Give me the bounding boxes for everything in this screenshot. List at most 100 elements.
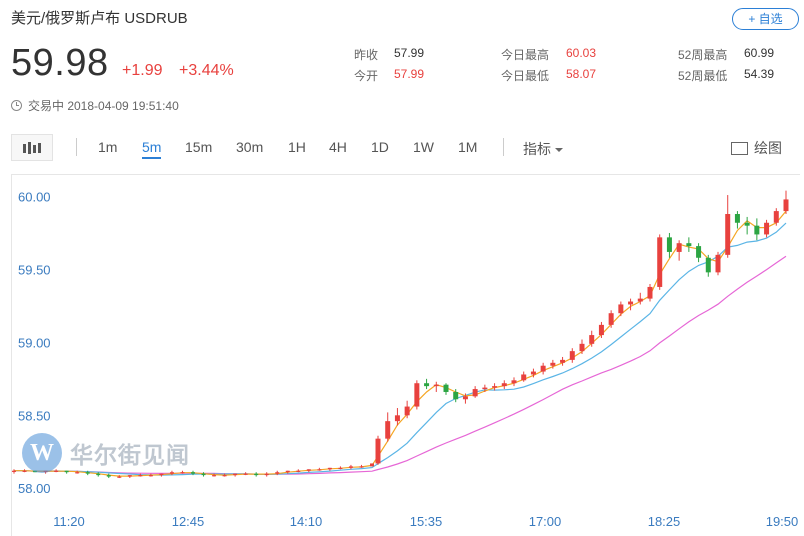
candle[interactable] [521, 374, 527, 381]
candle[interactable] [540, 365, 546, 372]
candle[interactable] [744, 222, 750, 226]
candle[interactable] [106, 475, 111, 477]
candle[interactable] [472, 389, 478, 397]
candle[interactable] [550, 362, 556, 366]
timeframe-tab-1m[interactable]: 1M [458, 139, 478, 155]
candle[interactable] [579, 343, 585, 352]
candle[interactable] [686, 243, 692, 247]
candle[interactable] [773, 211, 779, 223]
candle[interactable] [404, 406, 410, 416]
candle[interactable] [275, 472, 280, 474]
open-value: 57.99 [394, 67, 425, 81]
candle[interactable] [394, 415, 400, 422]
candle[interactable] [306, 469, 311, 471]
draw-button[interactable]: 绘图 [731, 138, 782, 158]
candle[interactable] [705, 257, 711, 273]
candle[interactable] [647, 286, 653, 299]
candle[interactable] [370, 463, 374, 467]
candle[interactable] [296, 470, 301, 472]
candle[interactable] [385, 421, 391, 439]
candle[interactable] [754, 225, 760, 235]
candle[interactable] [433, 384, 439, 387]
candle[interactable] [589, 335, 595, 344]
y-tick-label: 58.00 [18, 481, 51, 496]
candle[interactable] [348, 466, 353, 468]
candle[interactable] [85, 472, 90, 474]
candle[interactable] [243, 473, 248, 475]
candle[interactable] [233, 473, 238, 476]
candle[interactable] [453, 391, 459, 400]
day-high-label: 今日最高 [501, 48, 550, 62]
candle[interactable] [725, 214, 731, 255]
candle[interactable] [212, 475, 217, 477]
candle[interactable] [666, 237, 672, 252]
chart-type-button[interactable] [11, 134, 53, 161]
candle[interactable] [569, 351, 575, 360]
candle[interactable] [138, 475, 143, 477]
candle[interactable] [96, 473, 101, 476]
candle[interactable] [327, 467, 332, 470]
candle[interactable] [127, 475, 132, 477]
toolbar-divider [503, 138, 504, 156]
candle[interactable] [530, 371, 536, 375]
candle[interactable] [191, 472, 195, 474]
candle[interactable] [64, 470, 69, 473]
candle[interactable] [317, 469, 322, 471]
candle[interactable] [359, 466, 364, 468]
candle[interactable] [764, 222, 770, 235]
timeframe-tab-30m[interactable]: 30m [236, 139, 264, 155]
week52-high-value: 60.99 [744, 46, 775, 60]
timeframe-tab-1m[interactable]: 1m [98, 139, 118, 155]
candle[interactable] [169, 472, 174, 474]
candle[interactable] [443, 384, 449, 392]
candle[interactable] [511, 380, 517, 384]
indicator-dropdown[interactable]: 指标 [523, 139, 563, 159]
candle[interactable] [180, 472, 185, 474]
candle[interactable] [462, 396, 468, 400]
candle[interactable] [264, 473, 269, 476]
candle[interactable] [424, 383, 430, 387]
timeframe-tab-5m[interactable]: 5m [142, 139, 162, 159]
price-chart-area[interactable]: 60.00 59.50 59.00 58.50 58.00 11:20 12:45 14:10… [11, 174, 800, 536]
candle[interactable] [657, 237, 663, 287]
candle[interactable] [618, 304, 624, 314]
candlestick-chart[interactable]: 60.00 59.50 59.00 58.50 58.00 11:20 12:45 14:10… [12, 175, 801, 536]
candle[interactable] [501, 383, 507, 387]
y-tick-label: 60.00 [18, 190, 51, 205]
candle[interactable] [12, 470, 16, 472]
candle[interactable] [54, 470, 59, 472]
candle[interactable] [783, 199, 789, 212]
candle[interactable] [414, 383, 420, 407]
candle[interactable] [628, 301, 634, 305]
candle[interactable] [201, 473, 206, 476]
candle[interactable] [734, 214, 740, 223]
candle[interactable] [254, 473, 259, 476]
candle[interactable] [608, 313, 614, 325]
timeframe-tab-15m[interactable]: 15m [185, 139, 213, 155]
candle[interactable] [22, 470, 27, 472]
timeframe-tab-1w[interactable]: 1W [413, 139, 434, 155]
timeframe-tab-1d[interactable]: 1D [371, 139, 389, 155]
candle[interactable] [492, 386, 498, 388]
candle[interactable] [222, 475, 227, 477]
candle[interactable] [598, 324, 604, 336]
add-favorite-button[interactable]: + 自选 [732, 8, 799, 30]
week52-high-label: 52周最高 [678, 48, 728, 62]
candle[interactable] [285, 470, 290, 473]
timeframe-tab-4h[interactable]: 4H [329, 139, 347, 155]
candle[interactable] [338, 467, 343, 470]
candle[interactable] [676, 243, 682, 252]
candle[interactable] [560, 359, 566, 363]
candle[interactable] [482, 387, 488, 390]
x-tick-label: 11:20 [53, 514, 85, 529]
candle[interactable] [375, 438, 381, 464]
candle[interactable] [148, 475, 153, 477]
candle[interactable] [696, 246, 702, 258]
candle[interactable] [637, 298, 643, 302]
timeframe-tab-1h[interactable]: 1H [288, 139, 306, 155]
candle[interactable] [159, 473, 164, 476]
candle[interactable] [75, 472, 80, 474]
candle[interactable] [715, 254, 721, 273]
y-tick-label: 59.50 [18, 262, 51, 277]
candle[interactable] [117, 476, 122, 478]
